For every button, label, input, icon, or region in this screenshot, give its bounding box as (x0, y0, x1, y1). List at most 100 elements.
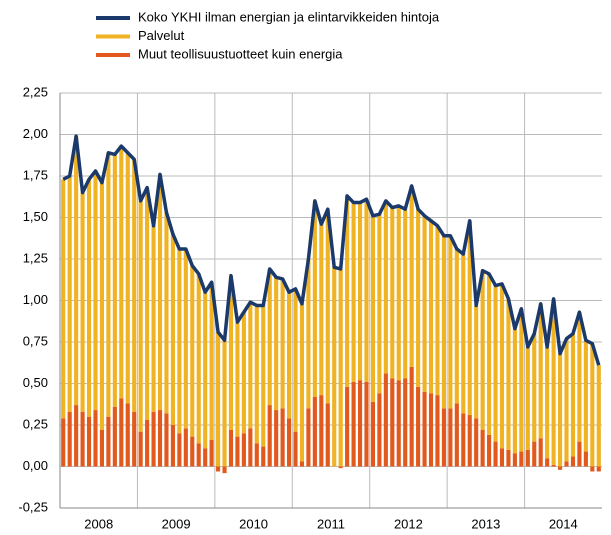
bar (119, 146, 124, 399)
bar (267, 268, 272, 406)
bar (99, 429, 105, 467)
bar (435, 225, 440, 396)
bar (209, 282, 214, 440)
bar (351, 381, 356, 467)
bar (177, 249, 182, 434)
bar (512, 453, 517, 467)
y-tick-label: 1,50 (23, 209, 48, 224)
bar (216, 332, 221, 467)
bar (177, 433, 182, 467)
bar (596, 466, 601, 472)
bar (519, 451, 524, 467)
bar (164, 212, 169, 414)
bar (61, 418, 66, 467)
bar (241, 433, 246, 467)
bar (454, 249, 459, 404)
bar (435, 395, 440, 467)
bar (480, 270, 485, 430)
legend-label: Muut teollisuustuotteet kuin energia (138, 46, 343, 61)
bar (293, 288, 298, 432)
bar (512, 328, 517, 454)
bar (538, 438, 543, 467)
bar (428, 393, 434, 467)
bar (545, 346, 550, 459)
bar (67, 176, 72, 412)
x-tick-label: 2013 (471, 516, 500, 531)
bar (112, 154, 117, 407)
bar (396, 380, 401, 467)
bar (493, 285, 498, 442)
bar (487, 434, 492, 467)
bar (132, 411, 137, 467)
bar (319, 395, 324, 467)
bar (267, 405, 272, 467)
y-tick-label: 1,75 (23, 167, 48, 182)
bar (564, 461, 569, 467)
y-tick-label: 1,00 (23, 292, 48, 307)
bar (222, 466, 227, 474)
bar (209, 439, 214, 467)
bar (261, 305, 266, 447)
bar (519, 308, 524, 452)
bar (280, 278, 285, 409)
bar (364, 199, 369, 382)
bar (557, 353, 563, 467)
bar (261, 446, 266, 467)
bar (499, 448, 505, 467)
bar (125, 152, 130, 404)
bar (325, 403, 330, 467)
bar (145, 187, 150, 421)
bar (93, 410, 98, 467)
bar (306, 259, 311, 409)
bar (248, 428, 253, 467)
bar (474, 418, 479, 467)
bar (409, 366, 414, 467)
bar (461, 254, 466, 414)
bar (416, 386, 421, 467)
bar (390, 378, 395, 467)
bar (390, 207, 395, 379)
bar (228, 429, 234, 467)
bar (499, 283, 505, 449)
legend-label: Palvelut (138, 28, 185, 43)
bar (532, 441, 537, 467)
bar (67, 411, 72, 467)
x-tick-label: 2010 (239, 516, 268, 531)
bar (428, 220, 434, 394)
bar (196, 443, 201, 467)
y-tick-label: 2,00 (23, 126, 48, 141)
bar (151, 411, 156, 467)
bar (80, 192, 85, 412)
bar (286, 292, 292, 419)
bar (338, 466, 343, 469)
bar (106, 152, 111, 417)
bar (409, 185, 414, 367)
y-tick-label: -0,25 (18, 499, 48, 514)
bar (196, 273, 201, 444)
bar (306, 408, 311, 467)
bar (183, 249, 188, 429)
bar (74, 405, 79, 467)
bar (551, 464, 556, 467)
x-tick-label: 2014 (549, 516, 578, 531)
bar (396, 205, 401, 381)
bar (99, 182, 105, 430)
bar (138, 200, 143, 432)
bar (254, 443, 259, 467)
bar (474, 305, 479, 419)
bar (351, 202, 356, 382)
bar (577, 312, 582, 442)
bar (454, 403, 459, 467)
bar (525, 346, 530, 450)
bar (448, 235, 453, 409)
bar (487, 273, 492, 435)
bar (235, 322, 240, 437)
bar (370, 401, 376, 467)
bar (545, 458, 550, 467)
bar (274, 277, 279, 411)
bar (170, 234, 175, 425)
bar (403, 378, 408, 467)
bar (222, 340, 227, 467)
